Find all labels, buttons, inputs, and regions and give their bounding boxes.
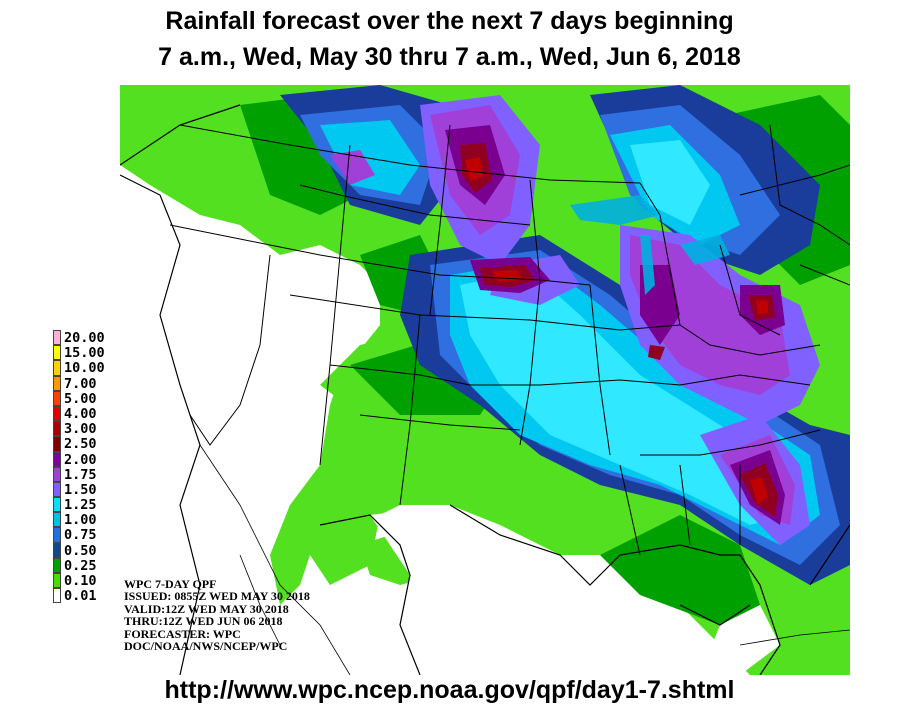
info-forecaster: FORECASTER: WPC <box>124 626 241 641</box>
info-thru: THRU:12Z WED JUN 06 2018 <box>124 614 283 629</box>
legend-label: 5.00 <box>64 390 97 407</box>
legend-label: 15.00 <box>64 345 105 362</box>
legend-label: 0.25 <box>64 557 97 574</box>
mexico-outline <box>199 444 850 675</box>
legend-swatch <box>53 360 61 376</box>
legend-swatch <box>53 497 61 513</box>
legend-swatch <box>53 405 61 422</box>
ocean-white <box>120 175 780 675</box>
legend-label: 0.10 <box>64 573 97 589</box>
legend-swatch <box>53 481 61 498</box>
legend-label: 2.00 <box>64 451 97 468</box>
legend-swatch <box>53 557 61 573</box>
legend-label: 1.75 <box>64 466 97 483</box>
legend-swatch <box>53 527 61 543</box>
map-title-line-1: Rainfall forecast over the next 7 days b… <box>165 7 734 35</box>
legend-label: 1.00 <box>64 512 97 529</box>
legend-label: 0.50 <box>64 542 97 559</box>
legend-swatch <box>53 375 61 391</box>
legend-swatch <box>53 421 61 437</box>
legend-label: 0.01 <box>64 588 97 605</box>
source-url[interactable]: http://www.wpc.ncep.noaa.gov/qpf/day1-7.… <box>164 676 735 704</box>
forecast-info-block: WPC 7-DAY QPF ISSUED: 0855Z WED MAY 30 2… <box>124 577 310 654</box>
precipitation-map <box>120 85 850 675</box>
rain-1.25-region <box>460 140 790 525</box>
legend-swatch <box>53 573 61 589</box>
info-source: DOC/NOAA/NWS/NCEP/WPC <box>124 639 288 654</box>
state-boundaries <box>169 124 850 556</box>
legend-label: 20.00 <box>64 330 105 346</box>
info-product: WPC 7-DAY QPF <box>124 577 217 591</box>
legend-label: 10.00 <box>64 360 105 377</box>
great-lakes <box>570 195 730 295</box>
legend-swatch <box>53 588 61 604</box>
legend-swatch <box>53 466 61 482</box>
legend-label: 3.00 <box>64 421 97 438</box>
legend-label: 1.50 <box>64 481 97 498</box>
coastline <box>120 104 850 675</box>
map-title-line-2: 7 a.m., Wed, May 30 thru 7 a.m., Wed, Ju… <box>158 43 741 71</box>
legend-swatch <box>53 512 61 528</box>
legend-label: 4.00 <box>64 405 97 422</box>
info-valid: VALID:12Z WED MAY 30 2018 <box>124 601 289 616</box>
legend-label: 1.25 <box>64 497 97 514</box>
legend-swatch <box>53 542 61 558</box>
legend-label: 7.00 <box>64 375 97 392</box>
legend-swatch <box>53 390 61 406</box>
legend-swatch <box>53 330 61 346</box>
info-issued: ISSUED: 0855Z WED MAY 30 2018 <box>124 589 310 604</box>
legend-swatch <box>53 451 61 467</box>
legend-label: 0.75 <box>64 527 97 544</box>
legend-label: 2.50 <box>64 436 97 453</box>
legend-swatch <box>53 436 61 452</box>
legend-swatch <box>53 345 61 361</box>
